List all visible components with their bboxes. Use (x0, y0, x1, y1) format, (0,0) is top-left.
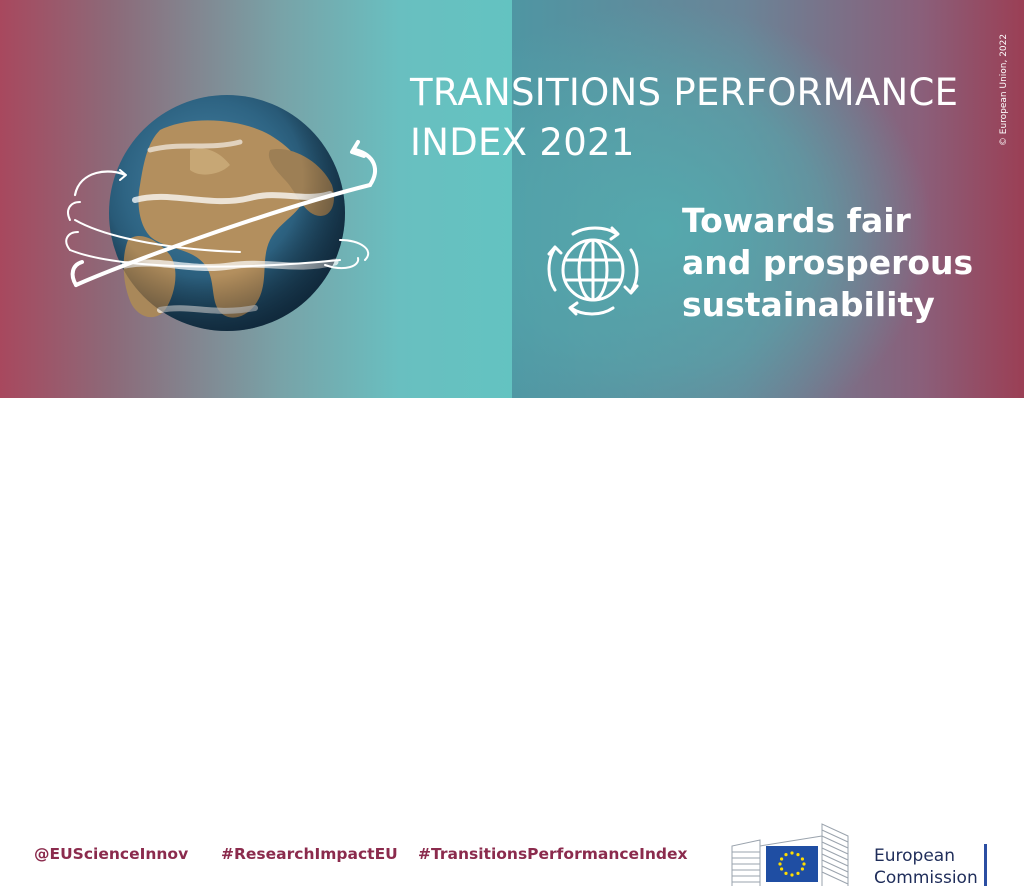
tagline-line-2: and prosperous (682, 243, 974, 282)
globe-arrows-icon (547, 226, 639, 316)
title-line-2: INDEX 2021 (410, 121, 635, 164)
footer: @EUScienceInnov #ResearchImpactEU #Trans… (0, 398, 1024, 888)
tagline-line-3: sustainability (682, 285, 935, 324)
logo-divider (984, 844, 987, 886)
twitter-handle-link[interactable]: @EUScienceInnov (34, 845, 189, 863)
org-name-line-1: European (874, 846, 955, 866)
org-name-line-2: Commission (874, 868, 978, 888)
earth-globe-icon (65, 95, 377, 331)
tagline-line-1: Towards fair (682, 201, 911, 240)
right-panel (512, 0, 1024, 398)
hashtag-research-impact-link[interactable]: #ResearchImpactEU (221, 845, 398, 863)
european-commission-logo (731, 823, 849, 886)
eu-flag-icon (766, 846, 818, 882)
hero-banner: TRANSITIONS PERFORMANCE INDEX 2021 Towar… (0, 0, 1024, 398)
copyright-text: © European Union, 2022 (999, 33, 1009, 147)
title-line-1: TRANSITIONS PERFORMANCE (410, 71, 959, 114)
organization-name: European Commission (874, 845, 978, 889)
hashtag-transitions-index-link[interactable]: #TransitionsPerformanceIndex (418, 845, 688, 863)
copyright-notice: © European Union, 2022 (994, 20, 1014, 170)
page-title: TRANSITIONS PERFORMANCE INDEX 2021 (410, 68, 958, 168)
tagline: Towards fair and prosperous sustainabili… (682, 200, 973, 326)
